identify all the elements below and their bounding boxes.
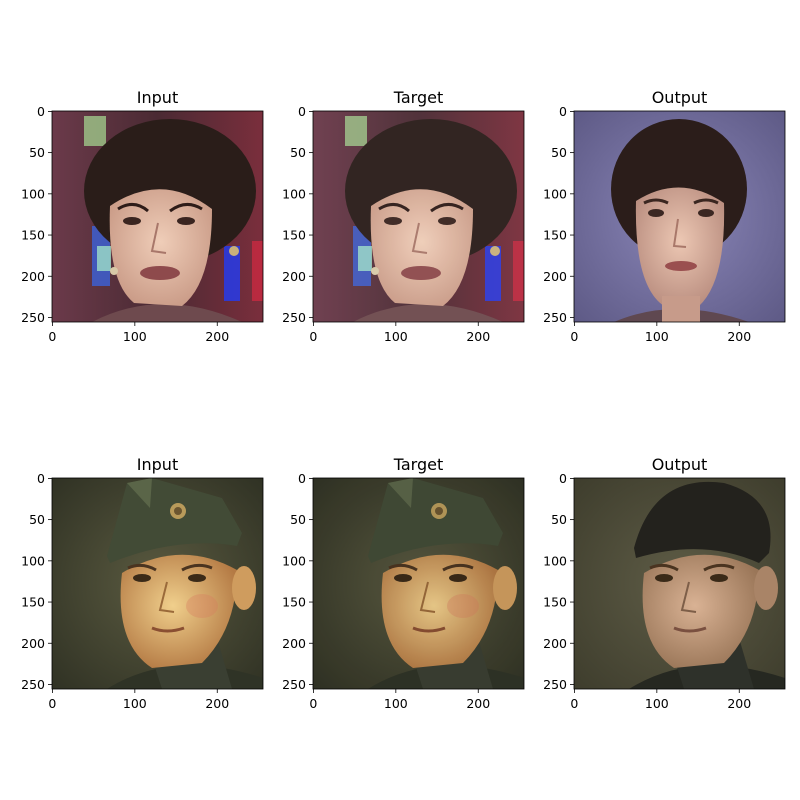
y-tick-label: 50 xyxy=(551,512,567,527)
panel-6: Output 0 100 200 0 50 100 150 200 250 xyxy=(543,455,786,711)
y-tick-label: 100 xyxy=(282,553,306,568)
y-tick-label: 0 xyxy=(559,104,567,119)
x-tick-label: 100 xyxy=(384,329,408,344)
x-tick-label: 200 xyxy=(205,696,229,711)
x-tick-label: 200 xyxy=(205,329,229,344)
y-tick-label: 100 xyxy=(543,186,567,201)
y-tick-label: 200 xyxy=(282,636,306,651)
panel-title: Input xyxy=(137,88,178,107)
y-tick-label: 100 xyxy=(21,186,45,201)
y-tick-label: 150 xyxy=(543,228,567,243)
x-tick-label: 0 xyxy=(570,329,578,344)
x-tick-label: 0 xyxy=(309,329,317,344)
y-tick-label: 50 xyxy=(290,145,306,160)
y-tick-label: 200 xyxy=(543,636,567,651)
x-tick-label: 100 xyxy=(645,329,669,344)
y-tick-label: 100 xyxy=(282,186,306,201)
panel-4: Input 0 100 200 0 50 100 150 200 250 xyxy=(21,455,264,711)
face xyxy=(642,554,759,668)
panel-title: Target xyxy=(393,88,444,107)
panel-title: Target xyxy=(393,455,444,474)
x-tick-label: 100 xyxy=(645,696,669,711)
y-tick-label: 50 xyxy=(29,145,45,160)
y-tick-label: 100 xyxy=(543,553,567,568)
ear xyxy=(232,566,256,610)
x-tick-label: 200 xyxy=(466,696,490,711)
ear xyxy=(493,566,517,610)
x-tick-label: 100 xyxy=(384,696,408,711)
y-tick-label: 150 xyxy=(543,595,567,610)
face-image xyxy=(52,478,263,689)
y-tick-label: 250 xyxy=(21,677,45,692)
y-tick-label: 150 xyxy=(282,228,306,243)
x-tick-label: 200 xyxy=(727,696,751,711)
hair xyxy=(634,481,771,563)
x-tick-label: 100 xyxy=(123,329,147,344)
face-image xyxy=(313,478,524,689)
y-tick-label: 150 xyxy=(282,595,306,610)
face-image xyxy=(313,111,524,322)
y-tick-label: 200 xyxy=(282,269,306,284)
panel-5: Target 0 100 200 0 50 100 150 200 250 xyxy=(282,455,525,711)
panel-3: Output 0 100 200 0 50 100 150 200 250 xyxy=(543,88,786,344)
axes-frame xyxy=(51,477,264,690)
panel-title: Output xyxy=(652,455,708,474)
x-tick-label: 0 xyxy=(48,329,56,344)
y-tick-label: 250 xyxy=(282,310,306,325)
y-tick-label: 150 xyxy=(21,595,45,610)
y-tick-label: 250 xyxy=(543,677,567,692)
y-tick-label: 100 xyxy=(21,553,45,568)
y-tick-label: 50 xyxy=(551,145,567,160)
y-tick-label: 0 xyxy=(37,104,45,119)
garrison-cap xyxy=(368,478,503,563)
y-tick-label: 200 xyxy=(543,269,567,284)
x-tick-label: 200 xyxy=(466,329,490,344)
x-tick-label: 100 xyxy=(123,696,147,711)
face xyxy=(381,554,498,668)
y-tick-label: 250 xyxy=(282,677,306,692)
face xyxy=(120,554,237,668)
y-tick-label: 0 xyxy=(37,471,45,486)
x-tick-label: 0 xyxy=(48,696,56,711)
y-tick-label: 150 xyxy=(21,228,45,243)
y-tick-label: 200 xyxy=(21,269,45,284)
face-image xyxy=(574,478,785,689)
axes-frame xyxy=(573,477,786,690)
panel-1: Input 0 100 200 0 50 100 150 200 250 xyxy=(21,88,264,344)
x-tick-label: 0 xyxy=(570,696,578,711)
y-tick-label: 200 xyxy=(21,636,45,651)
y-tick-label: 50 xyxy=(29,512,45,527)
panel-2: Target 0 100 200 0 50 100 150 200 250 xyxy=(282,88,525,344)
axes-frame xyxy=(573,110,786,323)
y-tick-label: 250 xyxy=(21,310,45,325)
garrison-cap xyxy=(107,478,242,563)
axes-frame xyxy=(51,110,264,323)
axes-frame xyxy=(312,110,525,323)
x-tick-label: 200 xyxy=(727,329,751,344)
y-tick-label: 50 xyxy=(290,512,306,527)
face-image xyxy=(574,111,785,322)
panel-title: Input xyxy=(137,455,178,474)
panel-title: Output xyxy=(652,88,708,107)
y-tick-label: 0 xyxy=(559,471,567,486)
y-tick-label: 0 xyxy=(298,471,306,486)
ear xyxy=(754,566,778,610)
face-image xyxy=(52,111,263,322)
y-tick-label: 0 xyxy=(298,104,306,119)
y-tick-label: 250 xyxy=(543,310,567,325)
x-tick-label: 0 xyxy=(309,696,317,711)
axes-frame xyxy=(312,477,525,690)
